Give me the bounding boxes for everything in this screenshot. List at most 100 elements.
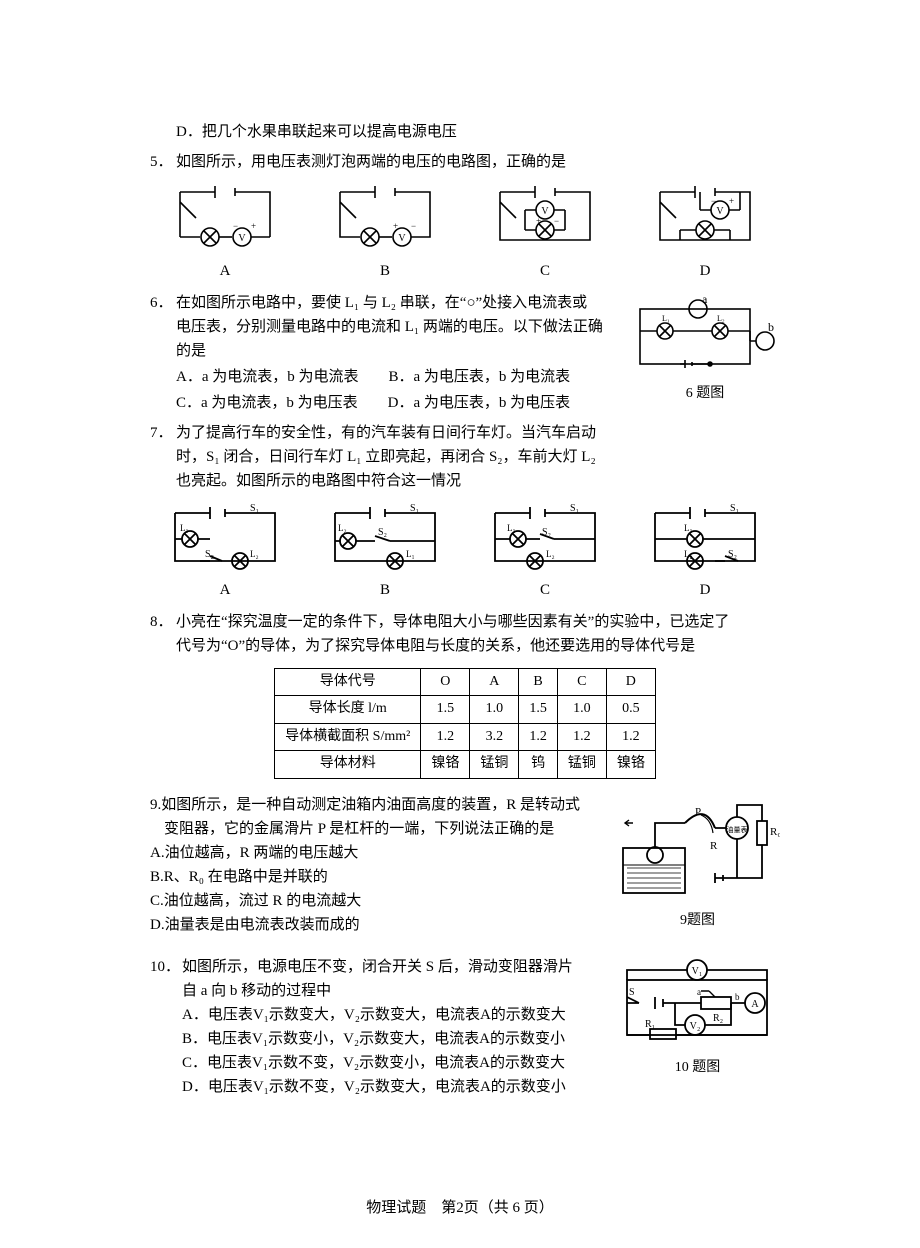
svg-text:a: a xyxy=(702,292,708,306)
r0c2: 1.0 xyxy=(470,696,519,723)
q8-line2: 代号为“O”的导体，为了探究导体电阻与长度的关系，他还要选用的导体代号是 xyxy=(176,634,780,658)
q5-label-b: B xyxy=(320,259,450,283)
th-4: C xyxy=(557,669,606,696)
th-3: B xyxy=(519,669,558,696)
th-0: 导体代号 xyxy=(275,669,421,696)
r2c5: 镍铬 xyxy=(606,751,655,778)
svg-text:A: A xyxy=(751,999,759,1010)
svg-text:L₁: L₁ xyxy=(406,549,415,559)
q5-diagrams: V − + A xyxy=(150,182,780,283)
svg-text:L₂: L₂ xyxy=(717,314,725,323)
q10-stem: 10． 如图所示，电源电压不变，闭合开关 S 后，滑动变阻器滑片 自 a 向 b… xyxy=(150,955,605,1003)
th-5: D xyxy=(606,669,655,696)
q6-opt-b: B．a 为电压表，b 为电流表 xyxy=(389,365,571,389)
q9-caption: 9题图 xyxy=(615,910,780,932)
q5-num: 5． xyxy=(150,150,176,174)
q9-line2: 变阻器，它的金属滑片 P 是杠杆的一端，下列说法正确的是 xyxy=(150,817,605,841)
svg-text:S₂: S₂ xyxy=(728,549,737,560)
svg-text:L₂: L₂ xyxy=(546,549,555,559)
q8-table: 导体代号 O A B C D 导体长度 l/m 1.5 1.0 1.5 1.0 … xyxy=(274,668,656,779)
q5-label-c: C xyxy=(480,259,610,283)
th-1: O xyxy=(421,669,470,696)
svg-text:V: V xyxy=(716,206,724,217)
q6-stem: 6． 在如图所示电路中，要使 L₁ 与 L₂ 串联，在“○”处接入电流表或 电压… xyxy=(150,291,624,363)
q7-circuit-b: S₁ S₂ L₂ L₁ xyxy=(320,501,450,576)
svg-text:S₁: S₁ xyxy=(570,503,579,514)
q9-opt-d: D.油量表是由电流表改装而成的 xyxy=(150,913,605,937)
q7-diagrams: S₁ S₂ L₁ L₂ A S₁ xyxy=(150,501,780,602)
r1c0: 导体横截面积 S/mm² xyxy=(275,723,421,750)
q6-line2: 电压表，分别测量电路中的电流和 L₁ 两端的电压。以下做法正确 xyxy=(176,315,624,339)
q10-opt-c: C．电压表V₁示数不变，V₂示数变小，电流表A的示数变大 xyxy=(182,1051,605,1075)
r1c2: 3.2 xyxy=(470,723,519,750)
q7-circuit-c: S₁ S₂ L₁ L₂ xyxy=(480,501,610,576)
q6-opt-d: D．a 为电压表，b 为电压表 xyxy=(388,391,571,415)
svg-text:L₁: L₁ xyxy=(507,523,516,533)
q9-line1: 9.如图所示，是一种自动测定油箱内油面高度的装置，R 是转动式 xyxy=(150,793,605,817)
svg-text:L₂: L₂ xyxy=(250,549,259,559)
q10-caption: 10 题图 xyxy=(615,1057,780,1079)
r2c4: 锰铜 xyxy=(557,751,606,778)
svg-text:−: − xyxy=(411,221,416,231)
q10-num: 10． xyxy=(150,955,182,1003)
q7-line3: 也亮起。如图所示的电路图中符合这一情况 xyxy=(176,469,780,493)
svg-text:a: a xyxy=(697,987,701,997)
svg-text:−: − xyxy=(233,221,238,231)
svg-text:S₁: S₁ xyxy=(410,503,419,514)
q7-label-c: C xyxy=(480,578,610,602)
svg-text:R₂: R₂ xyxy=(713,1013,723,1024)
svg-text:V: V xyxy=(541,206,549,217)
q7-circuit-a: S₁ S₂ L₁ L₂ xyxy=(160,501,290,576)
svg-text:R₁: R₁ xyxy=(645,1019,655,1030)
q10-figure: V₁ S a b R₂ A V₂ R₁ xyxy=(615,955,780,1055)
svg-text:L₁: L₁ xyxy=(180,523,189,533)
svg-text:V: V xyxy=(398,233,406,244)
q6-line3: 的是 xyxy=(176,339,624,363)
svg-text:S₁: S₁ xyxy=(730,503,739,514)
svg-text:+: + xyxy=(729,196,734,206)
q10-opt-b: B．电压表V₁示数变小，V₂示数变大，电流表A的示数变小 xyxy=(182,1027,605,1051)
svg-text:+: + xyxy=(393,221,398,231)
r2c0: 导体材料 xyxy=(275,751,421,778)
svg-text:R: R xyxy=(710,840,718,852)
page-footer: 物理试题 第2页（共 6 页） xyxy=(0,1196,920,1220)
q7-label-d: D xyxy=(640,578,770,602)
svg-text:b: b xyxy=(768,320,774,334)
svg-text:S₂: S₂ xyxy=(378,527,387,538)
q5-circuit-b: V + − xyxy=(320,182,450,257)
svg-text:V₁: V₁ xyxy=(692,966,703,977)
q7-label-a: A xyxy=(160,578,290,602)
q8-stem: 8． 小亮在“探究温度一定的条件下，导体电阻大小与哪些因素有关”的实验中，已选定… xyxy=(150,610,780,658)
r0c5: 0.5 xyxy=(606,696,655,723)
svg-text:L₂: L₂ xyxy=(338,523,347,533)
svg-text:+: + xyxy=(251,221,256,231)
q6-caption: 6 题图 xyxy=(630,383,780,405)
q7-line2: 时，S₁ 闭合，日间行车灯 L₁ 立即亮起，再闭合 S₂，车前大灯 L₂ xyxy=(176,445,780,469)
svg-text:S: S xyxy=(629,987,635,998)
q8-line1: 小亮在“探究温度一定的条件下，导体电阻大小与哪些因素有关”的实验中，已选定了 xyxy=(176,610,780,634)
q10-line2: 自 a 向 b 移动的过程中 xyxy=(182,979,605,1003)
q7-circuit-d: S₁ S₂ L₁ L₂ xyxy=(640,501,770,576)
r0c3: 1.5 xyxy=(519,696,558,723)
q6-num: 6． xyxy=(150,291,176,363)
r1c5: 1.2 xyxy=(606,723,655,750)
r0c4: 1.0 xyxy=(557,696,606,723)
q9-opt-b: B.R、R₀ 在电路中是并联的 xyxy=(150,865,605,889)
svg-text:−: − xyxy=(554,216,559,226)
q7-label-b: B xyxy=(320,578,450,602)
svg-text:油量表: 油量表 xyxy=(727,825,748,834)
q9-figure: P R 油量表 R₀ xyxy=(615,793,780,908)
svg-text:−: − xyxy=(711,196,716,206)
q8-num: 8． xyxy=(150,610,176,658)
svg-text:L₁: L₁ xyxy=(684,523,693,533)
r1c3: 1.2 xyxy=(519,723,558,750)
r0c1: 1.5 xyxy=(421,696,470,723)
th-2: A xyxy=(470,669,519,696)
q5-stem: 5． 如图所示，用电压表测灯泡两端的电压的电路图，正确的是 xyxy=(150,150,780,174)
svg-text:b: b xyxy=(735,992,740,1002)
r1c4: 1.2 xyxy=(557,723,606,750)
q4-option-d: D．把几个水果串联起来可以提高电源电压 xyxy=(150,120,780,144)
q6-opt-a: A．a 为电流表，b 为电流表 xyxy=(176,365,359,389)
q10-opt-d: D．电压表V₁示数不变，V₂示数变大，电流表A的示数变小 xyxy=(182,1075,605,1099)
q7-num: 7． xyxy=(150,421,176,493)
